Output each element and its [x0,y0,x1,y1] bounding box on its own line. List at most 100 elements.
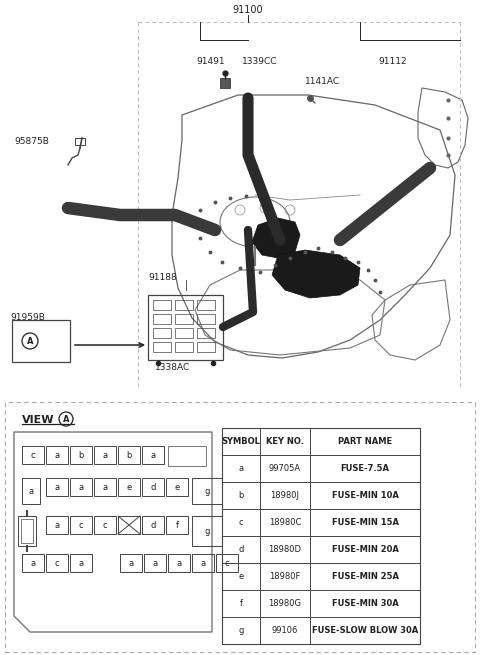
Text: a: a [78,483,84,491]
Bar [142,516,164,534]
Bar [118,446,140,464]
Text: 91959B: 91959B [10,314,45,322]
Bar [197,342,215,352]
Text: FUSE-MIN 30A: FUSE-MIN 30A [332,599,398,608]
Text: g: g [204,487,210,495]
Bar [168,446,206,466]
Text: a: a [102,483,108,491]
Text: 18980D: 18980D [268,545,301,554]
Bar [168,554,190,572]
Bar [46,516,68,534]
Text: 1141AC: 1141AC [305,77,340,86]
Bar [22,554,44,572]
Text: d: d [150,521,156,529]
Text: a: a [153,559,157,567]
Text: c: c [79,521,84,529]
Bar [192,554,214,572]
Text: FUSE-MIN 10A: FUSE-MIN 10A [332,491,398,500]
Bar [46,446,68,464]
Text: FUSE-MIN 15A: FUSE-MIN 15A [332,518,398,527]
Bar [175,328,193,338]
Text: f: f [176,521,179,529]
Bar [94,446,116,464]
Text: 91112: 91112 [378,58,407,67]
Text: FUSE-MIN 25A: FUSE-MIN 25A [332,572,398,581]
Text: a: a [177,559,181,567]
Text: c: c [225,559,229,567]
Text: g: g [238,626,244,635]
Bar [12,320,70,362]
Text: a: a [28,487,34,495]
Bar [94,478,116,496]
Text: 1339CC: 1339CC [242,58,277,67]
Text: a: a [78,559,84,567]
Polygon shape [272,250,360,298]
Text: e: e [239,572,244,581]
Text: FUSE-MIN 20A: FUSE-MIN 20A [332,545,398,554]
Bar [142,478,164,496]
Text: e: e [126,483,132,491]
Bar [153,328,171,338]
Text: c: c [239,518,243,527]
Text: 91491: 91491 [196,58,225,67]
Text: 99705A: 99705A [269,464,301,473]
Bar [192,478,222,504]
Bar [120,554,142,572]
Bar [5,402,475,652]
Text: A: A [27,337,33,345]
Text: e: e [174,483,180,491]
Bar [70,516,92,534]
Text: 95875B: 95875B [14,138,49,147]
Text: 1338AC: 1338AC [155,364,190,373]
Text: A: A [63,415,69,424]
Text: FUSE-7.5A: FUSE-7.5A [340,464,389,473]
Bar [222,428,420,644]
Bar [197,314,215,324]
Text: 18980G: 18980G [268,599,301,608]
Text: a: a [150,451,156,460]
Bar [70,446,92,464]
Text: 18980F: 18980F [269,572,300,581]
Text: 91188: 91188 [148,274,177,282]
Text: d: d [238,545,244,554]
Bar [166,516,188,534]
Text: 91100: 91100 [233,5,264,15]
Text: a: a [30,559,36,567]
Bar [46,478,68,496]
Bar [175,300,193,310]
Bar [70,478,92,496]
Text: 18980C: 18980C [269,518,301,527]
Text: a: a [239,464,243,473]
Bar [18,516,36,546]
Bar [216,554,238,572]
Bar [197,300,215,310]
Bar [148,295,223,360]
Bar [153,314,171,324]
Text: f: f [240,599,242,608]
Text: c: c [103,521,108,529]
Text: SYMBOL: SYMBOL [222,437,261,446]
Bar [192,516,222,546]
Bar [70,554,92,572]
Text: c: c [55,559,60,567]
Bar [197,328,215,338]
Text: a: a [54,451,60,460]
Bar [75,138,85,145]
Bar [153,342,171,352]
Bar [175,342,193,352]
Text: g: g [204,527,210,536]
Bar [220,78,230,88]
Text: 99106: 99106 [272,626,298,635]
Text: a: a [129,559,133,567]
Text: VIEW: VIEW [22,415,55,425]
Bar [144,554,166,572]
Bar [153,300,171,310]
Bar [21,519,33,543]
Text: PART NAME: PART NAME [338,437,392,446]
Polygon shape [252,218,300,258]
Bar [46,554,68,572]
Text: d: d [150,483,156,491]
Text: 18980J: 18980J [271,491,300,500]
Text: c: c [31,451,36,460]
Text: a: a [102,451,108,460]
